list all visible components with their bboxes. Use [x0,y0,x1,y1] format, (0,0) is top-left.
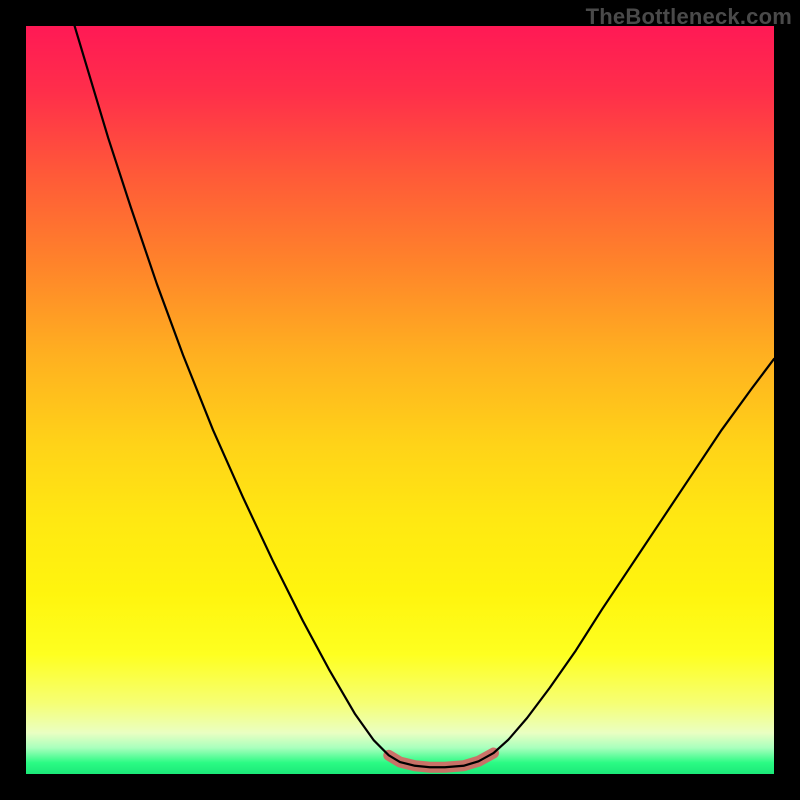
bottleneck-chart [0,0,800,800]
chart-svg [0,0,800,800]
chart-background-gradient [26,26,774,774]
watermark-text: TheBottleneck.com [586,4,792,30]
